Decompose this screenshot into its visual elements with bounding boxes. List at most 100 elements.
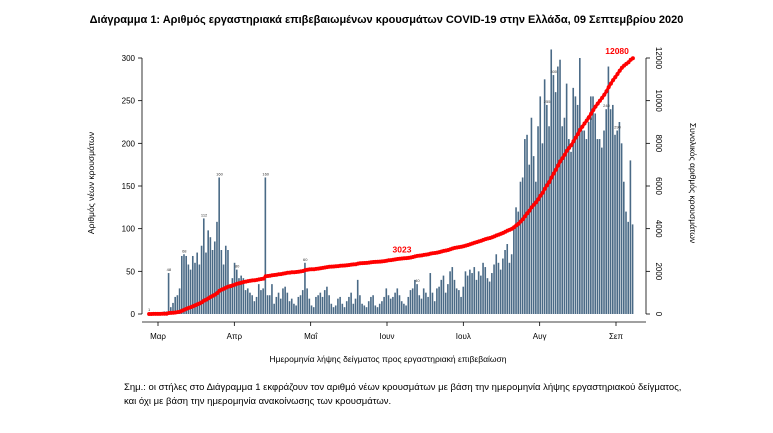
cumulative-point bbox=[523, 214, 528, 219]
cumulative-point bbox=[580, 124, 585, 129]
bar bbox=[442, 275, 445, 314]
bar bbox=[249, 292, 251, 314]
bar bbox=[499, 269, 502, 314]
bar bbox=[359, 295, 361, 314]
bar bbox=[583, 130, 586, 314]
bar bbox=[416, 284, 418, 314]
bar bbox=[257, 284, 260, 314]
bar bbox=[196, 252, 198, 314]
bar bbox=[321, 296, 324, 314]
bar bbox=[495, 254, 498, 314]
cumulative-point bbox=[529, 205, 534, 210]
bar bbox=[295, 305, 297, 314]
bar bbox=[178, 288, 181, 314]
bar bbox=[535, 181, 537, 314]
bar bbox=[607, 66, 610, 314]
bar bbox=[475, 279, 478, 314]
bar-value-label: 160 bbox=[262, 172, 269, 177]
bar bbox=[466, 275, 469, 314]
bar bbox=[238, 278, 240, 314]
bar bbox=[266, 295, 269, 314]
chart-title: Διάγραμμα 1: Αριθμός εργαστηριακά επιβεβ… bbox=[89, 14, 684, 26]
bar bbox=[623, 181, 625, 314]
footnote: Σημ.: οι στήλες στο Διάγραμμα 1 εκφράζου… bbox=[124, 382, 682, 407]
bar bbox=[458, 290, 460, 314]
bar bbox=[440, 279, 443, 314]
bar bbox=[227, 250, 229, 314]
bar bbox=[420, 298, 423, 314]
cumulative-point bbox=[540, 190, 545, 195]
bar bbox=[570, 151, 572, 314]
bar bbox=[508, 262, 511, 314]
bar bbox=[279, 298, 282, 314]
bar bbox=[273, 303, 275, 314]
bar bbox=[207, 230, 209, 314]
bar bbox=[510, 254, 513, 314]
y-left-tick-label: 150 bbox=[122, 182, 136, 191]
cumulative-point bbox=[571, 139, 576, 144]
bar bbox=[220, 250, 223, 314]
x-tick-label: Απρ bbox=[227, 332, 243, 341]
bar bbox=[631, 224, 634, 314]
bar bbox=[590, 96, 592, 315]
y-left-tick-label: 100 bbox=[122, 225, 136, 234]
bar bbox=[519, 181, 522, 314]
bar bbox=[579, 58, 581, 314]
cumulative-label-mid: 3023 bbox=[393, 245, 412, 255]
bar bbox=[484, 267, 487, 314]
bar bbox=[167, 273, 170, 314]
bar bbox=[297, 296, 300, 314]
bar bbox=[202, 218, 205, 314]
bar bbox=[198, 264, 201, 314]
bar bbox=[310, 305, 313, 314]
bar-value-label: 290 bbox=[614, 125, 621, 130]
cumulative-point bbox=[564, 148, 569, 153]
bar bbox=[552, 75, 555, 314]
bar bbox=[418, 295, 421, 314]
bar bbox=[563, 117, 566, 314]
cumulative-point bbox=[542, 186, 547, 191]
bar bbox=[352, 303, 355, 314]
cumulative-point bbox=[538, 193, 543, 198]
bar bbox=[407, 296, 410, 314]
bar bbox=[427, 296, 429, 314]
bar bbox=[438, 286, 440, 314]
bar bbox=[502, 258, 504, 314]
bar bbox=[469, 269, 471, 314]
cumulative-point bbox=[602, 92, 607, 97]
bar bbox=[332, 307, 335, 314]
bar bbox=[328, 295, 330, 314]
bar bbox=[271, 284, 273, 314]
bar bbox=[224, 245, 227, 314]
bar bbox=[262, 288, 264, 314]
bar bbox=[598, 139, 601, 314]
bar bbox=[605, 109, 608, 314]
bar bbox=[513, 226, 515, 314]
bar bbox=[275, 296, 278, 314]
bar bbox=[343, 307, 346, 314]
cumulative-point bbox=[536, 197, 541, 202]
y-axis-left-label: Αριθμός νέων κρουσμάτων bbox=[86, 132, 96, 234]
bar bbox=[244, 290, 247, 314]
cumulative-point bbox=[606, 85, 611, 90]
bar bbox=[543, 79, 546, 314]
bar bbox=[541, 143, 544, 314]
bar bbox=[387, 295, 390, 314]
cumulative-point bbox=[630, 56, 635, 61]
bar bbox=[185, 255, 187, 314]
bar bbox=[341, 303, 344, 314]
bar bbox=[515, 207, 517, 314]
cumulative-point bbox=[575, 132, 580, 137]
cumulative-point bbox=[560, 156, 565, 161]
bar bbox=[277, 292, 280, 314]
bar bbox=[425, 292, 427, 314]
cumulative-point bbox=[573, 135, 578, 140]
bar bbox=[409, 290, 412, 314]
bar bbox=[546, 104, 548, 315]
bar bbox=[528, 164, 531, 314]
bar bbox=[345, 301, 348, 314]
cumulative-point bbox=[613, 75, 618, 80]
bar bbox=[436, 288, 438, 314]
bar bbox=[255, 296, 258, 314]
bar-value-labels: 14868112160806016040300255205240290 bbox=[148, 69, 622, 312]
